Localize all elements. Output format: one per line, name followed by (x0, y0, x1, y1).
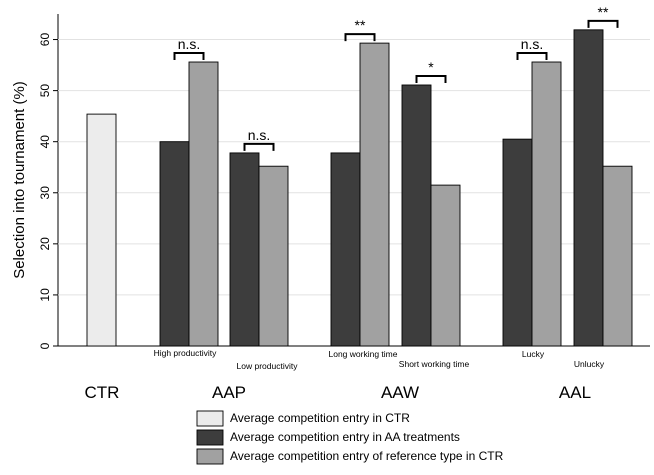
y-axis-title: Selection into tournament (%) (11, 81, 28, 279)
bar-ref (188, 61, 219, 347)
significance-bracket (344, 33, 376, 42)
y-tick-label: 30 (38, 186, 52, 200)
bar-ref (531, 61, 562, 347)
legend-swatch (196, 448, 224, 465)
legend-label: Average competition entry in CTR (230, 411, 410, 425)
y-tick-label: 60 (38, 33, 52, 47)
subgroup-label: High productivity (154, 348, 218, 358)
significance-bracket (587, 19, 619, 28)
legend-swatch (196, 410, 224, 427)
legend-label: Average competition entry of reference t… (230, 449, 504, 463)
significance-label: ** (355, 17, 366, 33)
bar-aa (229, 152, 260, 347)
y-tick-label: 20 (38, 237, 52, 251)
bar-ref (430, 184, 461, 347)
subgroup-label: Low productivity (237, 361, 299, 371)
bar-aa (573, 29, 604, 347)
y-tick-label: 0 (38, 342, 52, 349)
significance-bracket (516, 52, 548, 61)
group-label-ctr: CTR (85, 383, 120, 402)
bar-ctr (86, 113, 117, 347)
bar-aa (502, 138, 533, 347)
subgroup-label: Short working time (399, 359, 470, 369)
y-tick-label: 40 (38, 135, 52, 149)
group-label: AAL (559, 383, 591, 402)
significance-bracket (415, 74, 447, 83)
bar-ref (359, 42, 390, 347)
bar-ref (602, 165, 633, 347)
legend-swatch (196, 429, 224, 446)
significance-label: n.s. (178, 36, 201, 52)
subgroup-label: Long working time (329, 349, 398, 359)
group-label: AAW (381, 383, 419, 402)
group-label: AAP (212, 383, 246, 402)
legend-label: Average competition entry in AA treatmen… (230, 430, 460, 444)
significance-bracket (173, 52, 205, 61)
bar-aa (401, 84, 432, 347)
y-tick-label: 10 (38, 288, 52, 302)
significance-label: n.s. (248, 127, 271, 143)
significance-label: ** (598, 4, 609, 20)
significance-label: n.s. (521, 36, 544, 52)
subgroup-label: Lucky (522, 349, 545, 359)
bar-aa (330, 152, 361, 347)
significance-label: * (428, 59, 434, 75)
subgroup-label: Unlucky (574, 359, 605, 369)
significance-bracket (243, 142, 275, 151)
bar-aa (159, 141, 190, 347)
y-tick-label: 50 (38, 84, 52, 98)
bar-ref (258, 165, 289, 347)
